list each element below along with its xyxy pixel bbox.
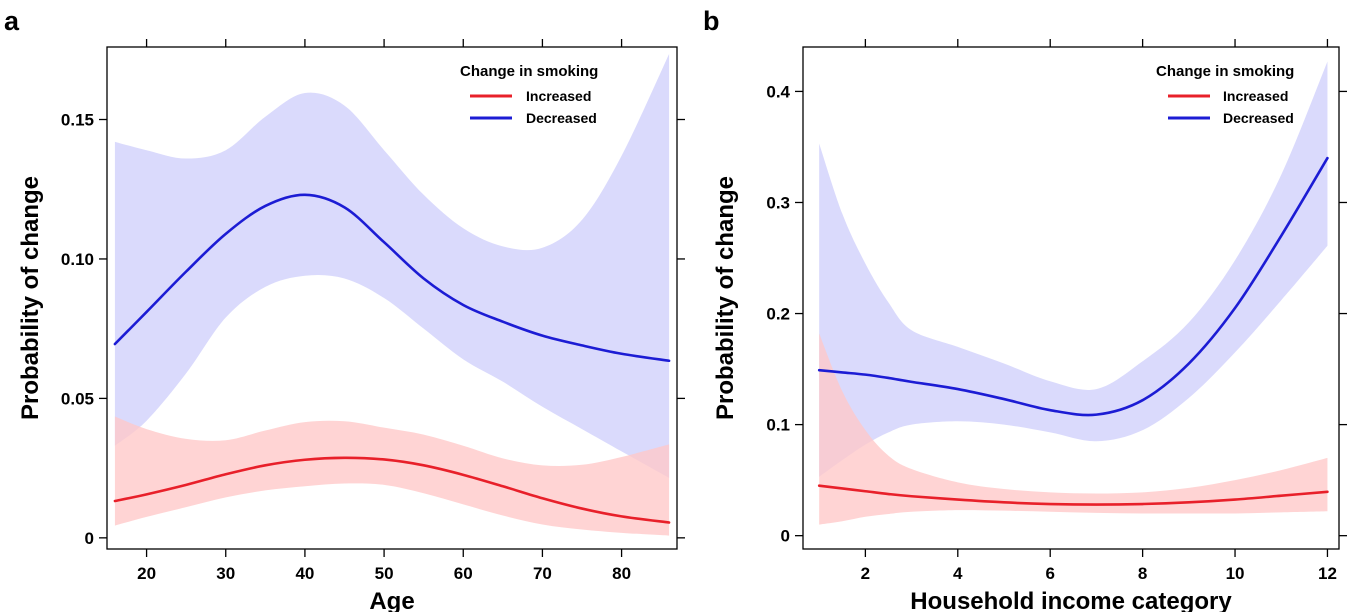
panel-a-x-tick-label: 50 — [375, 564, 394, 583]
panel-b-ci-band-increased — [819, 333, 1328, 525]
panel-b-letter: b — [703, 6, 720, 36]
panel-a: a 20 30 40 50 60 70 80 0 0.05 0.10 0.15 Age Proba… — [4, 6, 685, 612]
panel-a-ci-band-increased — [114, 416, 670, 536]
panel-b-y-ticks: 0 0.1 0.2 0.3 0.4 — [766, 82, 1347, 546]
panel-a-x-axis-title: Age — [369, 588, 414, 612]
panel-b-x-tick-label: 10 — [1226, 564, 1245, 583]
panel-b-legend: Change in smoking Increased Decreased — [1156, 63, 1294, 126]
panel-a-x-ticks: 20 30 40 50 60 70 80 — [137, 39, 631, 583]
panel-a-y-tick-label: 0 — [85, 529, 94, 548]
panel-b-plot-frame — [802, 46, 1340, 550]
panel-a-x-tick-label: 40 — [295, 564, 314, 583]
panel-a-bands — [114, 53, 670, 536]
panel-a-letter: a — [4, 6, 20, 36]
panel-b-lines — [817, 156, 1329, 506]
panel-b-line-increased — [817, 484, 1329, 506]
panel-b-x-axis-title: Household income category — [910, 588, 1232, 612]
panel-a-x-tick-label: 30 — [216, 564, 235, 583]
panel-a-x-tick-label: 20 — [137, 564, 156, 583]
panel-b-y-tick-label: 0 — [781, 527, 790, 546]
panel-a-y-tick-label: 0.15 — [61, 111, 94, 130]
panel-b-x-tick-label: 2 — [861, 564, 870, 583]
panel-b-legend-label-increased: Increased — [1223, 88, 1288, 104]
panel-a-y-tick-label: 0.10 — [61, 250, 94, 269]
panel-a-legend-title: Change in smoking — [460, 63, 598, 80]
panel-a-x-tick-label: 70 — [533, 564, 552, 583]
panel-a-y-tick-label: 0.05 — [61, 389, 94, 408]
panel-a-plot-frame — [106, 46, 678, 550]
panel-b-x-tick-label: 8 — [1138, 564, 1147, 583]
panel-b: b 2 4 6 8 10 12 0 0.1 0.2 0.3 0.4 Household incom… — [703, 6, 1347, 612]
panel-b-x-tick-label: 4 — [953, 564, 963, 583]
panel-b-x-tick-label: 6 — [1045, 564, 1054, 583]
panel-a-y-ticks: 0 0.05 0.10 0.15 — [61, 111, 685, 548]
panel-a-lines — [113, 193, 671, 524]
panel-a-x-tick-label: 80 — [612, 564, 631, 583]
panel-b-y-tick-label: 0.3 — [766, 193, 790, 212]
panel-b-legend-title: Change in smoking — [1156, 63, 1294, 80]
panel-b-line-decreased — [817, 156, 1329, 417]
panel-a-legend-label-increased: Increased — [526, 88, 591, 104]
panel-a-legend-label-decreased: Decreased — [526, 110, 597, 126]
panel-b-y-tick-label: 0.4 — [766, 82, 790, 101]
panel-b-bands — [819, 61, 1328, 525]
panel-a-ci-band-decreased — [114, 53, 670, 478]
panel-a-x-tick-label: 60 — [454, 564, 473, 583]
panel-b-y-axis-title: Probability of change — [712, 176, 739, 420]
panel-a-y-axis-title: Probability of change — [17, 176, 44, 420]
panel-a-legend: Change in smoking Increased Decreased — [460, 63, 598, 126]
panel-a-line-increased — [113, 456, 671, 524]
panel-b-y-tick-label: 0.1 — [766, 416, 790, 435]
panel-b-legend-label-decreased: Decreased — [1223, 110, 1294, 126]
panel-a-line-decreased — [113, 193, 671, 363]
panel-b-x-tick-label: 12 — [1318, 564, 1337, 583]
panel-b-y-tick-label: 0.2 — [766, 305, 790, 324]
panel-b-ci-band-decreased — [819, 61, 1328, 477]
panel-b-x-ticks: 2 4 6 8 10 12 — [861, 39, 1337, 583]
